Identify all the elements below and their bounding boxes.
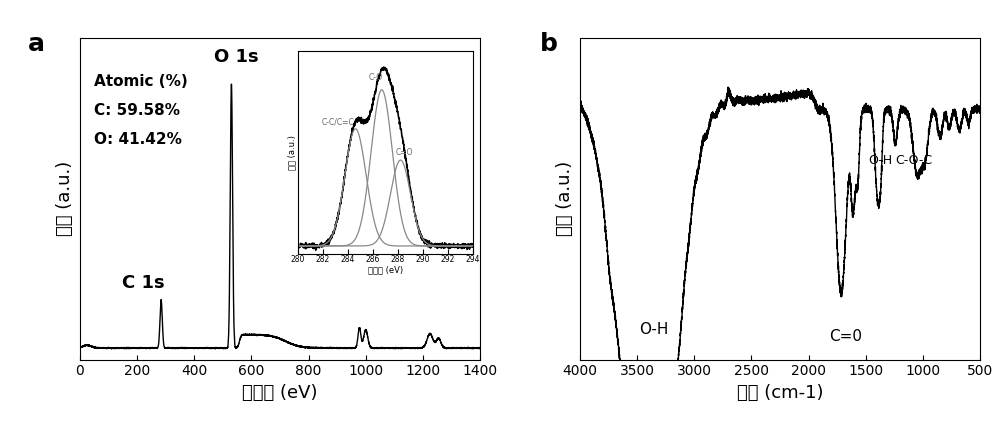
Y-axis label: 强度 (a.u.): 强度 (a.u.) <box>56 161 74 236</box>
Text: C-O-C: C-O-C <box>895 154 932 168</box>
X-axis label: 结合能 (eV): 结合能 (eV) <box>242 384 318 402</box>
Text: C-O: C-O <box>368 74 383 82</box>
Text: a: a <box>28 32 45 56</box>
Text: O: 41.42%: O: 41.42% <box>94 132 182 147</box>
Text: C=O: C=O <box>396 148 413 157</box>
Text: b: b <box>540 32 558 56</box>
Text: O 1s: O 1s <box>214 48 259 66</box>
Y-axis label: 强度 (a.u.): 强度 (a.u.) <box>556 161 574 236</box>
X-axis label: 波数 (cm-1): 波数 (cm-1) <box>737 384 823 402</box>
Text: Atomic (%): Atomic (%) <box>94 74 188 89</box>
Text: C 1s: C 1s <box>122 274 164 291</box>
Text: C=0: C=0 <box>829 329 862 344</box>
Text: O-H: O-H <box>640 322 669 337</box>
X-axis label: 结合能 (eV): 结合能 (eV) <box>368 266 403 275</box>
Y-axis label: 强度 (a.u.): 强度 (a.u.) <box>288 135 297 170</box>
Text: O-H: O-H <box>869 154 893 168</box>
Text: C-C/C=C: C-C/C=C <box>322 117 354 126</box>
Text: C: 59.58%: C: 59.58% <box>94 103 180 118</box>
